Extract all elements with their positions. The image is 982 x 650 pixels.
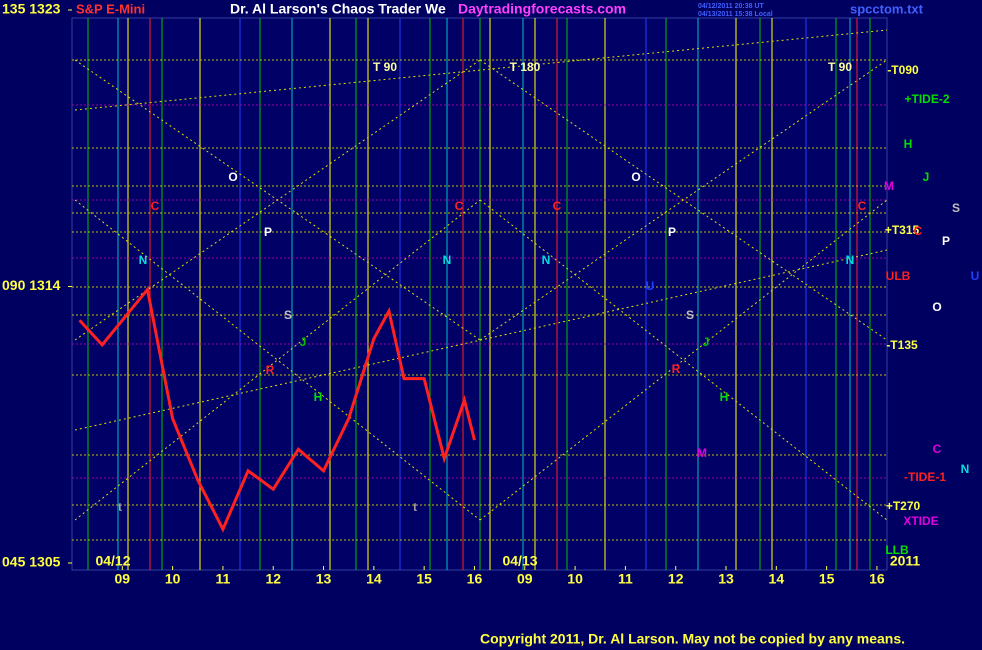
annotation: C (455, 199, 464, 213)
annotation: P (668, 225, 676, 239)
x-tick-label: 15 (416, 571, 432, 587)
annotation: C (553, 199, 562, 213)
annotation: O (932, 300, 941, 314)
date-label: 2011 (890, 553, 921, 569)
annotation: S (686, 308, 694, 322)
price-line (78, 286, 476, 533)
annotation: N (846, 253, 855, 267)
annotation: U (971, 269, 980, 283)
annotation: C (914, 224, 923, 238)
diagonal-line (479, 199, 888, 521)
annotation: +T315 (885, 223, 920, 237)
annotation: N (139, 253, 148, 267)
annotation: -TIDE-1 (904, 470, 946, 484)
annotation: S (284, 308, 292, 322)
annotation: H (904, 137, 913, 151)
stamp: 04/12/2011 20:38 UT (698, 3, 764, 10)
diagonal-line (74, 29, 888, 111)
annotation: T 90 (828, 60, 852, 74)
x-tick-label: 15 (819, 571, 835, 587)
annotation: J (923, 170, 930, 184)
x-tick-label: 12 (265, 571, 281, 587)
annotation: P (264, 225, 272, 239)
annotation: M (697, 446, 707, 460)
annotation: T 180 (510, 60, 541, 74)
annotation: O (631, 170, 640, 184)
annotation: N (443, 253, 452, 267)
annotation: M (884, 179, 894, 193)
y-tick-label: 135 1323 (2, 1, 61, 17)
annotation: U (646, 279, 655, 293)
annotation: P (942, 234, 950, 248)
annotation: C (933, 442, 942, 456)
annotation: H (314, 390, 323, 404)
annotation: t (413, 500, 417, 514)
diagonal-line (74, 59, 481, 341)
diagonal-line (479, 59, 888, 341)
diagonal-line (479, 199, 888, 521)
diagonal-line (74, 249, 888, 431)
x-tick-label: 14 (769, 571, 785, 587)
annotation: XTIDE (903, 514, 938, 528)
annotation: t (118, 500, 122, 514)
date-label: 04/12 (95, 553, 130, 569)
annotation: T 90 (373, 60, 397, 74)
annotation: C (151, 199, 160, 213)
x-tick-label: 16 (869, 571, 885, 587)
x-tick-label: 12 (668, 571, 684, 587)
annotation: H (720, 390, 729, 404)
x-tick-label: 14 (366, 571, 382, 587)
x-tick-label: 13 (718, 571, 734, 587)
x-tick-label: 11 (216, 571, 231, 587)
annotation: S (952, 201, 960, 215)
annotation: -T090 (887, 63, 919, 77)
annotation: +T270 (886, 499, 921, 513)
annotation: N (542, 253, 551, 267)
site: Daytradingforecasts.com (458, 1, 626, 17)
annotation: J (300, 335, 307, 349)
x-tick-label: 09 (115, 571, 131, 587)
annotation: R (672, 362, 681, 376)
file-name: spcctom.txt (850, 1, 924, 16)
x-tick-label: 11 (618, 571, 633, 587)
chart-title: Dr. Al Larson's Chaos Trader We (230, 1, 446, 17)
x-tick-label: 09 (517, 571, 533, 587)
symbol: S&P E-Mini (76, 1, 145, 16)
diagonal-line (74, 199, 481, 521)
x-tick-label: 13 (316, 571, 332, 587)
y-tick-label: 090 1314 (2, 277, 61, 293)
date-label: 04/13 (502, 553, 537, 569)
annotation: +TIDE-2 (904, 92, 949, 106)
x-tick-label: 16 (467, 571, 483, 587)
y-tick-label: 045 1305 (2, 554, 61, 570)
diagonal-line (74, 199, 481, 521)
annotation: C (858, 199, 867, 213)
copyright: Copyright 2011, Dr. Al Larson. May not b… (480, 631, 905, 647)
diagonal-line (479, 59, 888, 341)
annotation: -T135 (886, 338, 918, 352)
annotation: R (266, 363, 275, 377)
annotation: ULB (886, 269, 911, 283)
annotation: J (703, 335, 710, 349)
x-tick-label: 10 (567, 571, 583, 587)
annotation: O (228, 170, 237, 184)
x-tick-label: 10 (165, 571, 181, 587)
annotation: LLB (885, 543, 909, 557)
stamp: 04/13/2011 15:38 Local (698, 11, 773, 18)
annotation: N (961, 462, 970, 476)
